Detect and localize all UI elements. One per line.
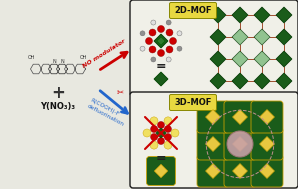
FancyBboxPatch shape (147, 157, 176, 185)
FancyBboxPatch shape (224, 101, 256, 133)
Polygon shape (210, 7, 226, 23)
Text: N: N (60, 59, 64, 64)
FancyBboxPatch shape (224, 155, 256, 187)
FancyBboxPatch shape (130, 92, 298, 188)
Text: =: = (156, 60, 166, 74)
Polygon shape (154, 72, 168, 86)
Polygon shape (210, 29, 226, 45)
FancyBboxPatch shape (197, 128, 229, 160)
Polygon shape (154, 164, 168, 178)
Circle shape (151, 57, 156, 62)
Circle shape (150, 117, 158, 125)
Circle shape (177, 46, 182, 51)
Circle shape (151, 20, 156, 25)
Text: Y(NO₃)₃: Y(NO₃)₃ (41, 102, 75, 112)
Circle shape (164, 125, 171, 132)
Circle shape (170, 37, 176, 44)
Circle shape (227, 131, 253, 157)
Polygon shape (232, 7, 248, 23)
Polygon shape (232, 109, 248, 125)
FancyBboxPatch shape (197, 155, 229, 187)
Polygon shape (156, 128, 166, 138)
Circle shape (143, 129, 151, 137)
Circle shape (166, 29, 173, 36)
Polygon shape (254, 73, 270, 89)
Circle shape (150, 141, 158, 149)
Circle shape (158, 26, 164, 33)
Text: =: = (156, 153, 166, 166)
Text: 2D-MOF: 2D-MOF (174, 6, 212, 15)
Polygon shape (276, 7, 292, 23)
Polygon shape (154, 34, 168, 48)
Circle shape (164, 133, 171, 140)
FancyBboxPatch shape (170, 94, 217, 111)
Polygon shape (276, 73, 292, 89)
Circle shape (149, 29, 156, 36)
Text: defluorination: defluorination (86, 103, 124, 127)
FancyBboxPatch shape (224, 128, 256, 160)
Polygon shape (260, 136, 274, 152)
Circle shape (140, 31, 145, 36)
Circle shape (150, 125, 158, 132)
Polygon shape (232, 163, 248, 178)
Polygon shape (232, 73, 248, 89)
FancyBboxPatch shape (251, 128, 283, 160)
Polygon shape (206, 136, 221, 152)
Circle shape (149, 46, 156, 53)
Polygon shape (210, 51, 226, 67)
Circle shape (171, 129, 179, 137)
Polygon shape (157, 37, 165, 45)
Text: N: N (52, 59, 56, 64)
Polygon shape (260, 163, 274, 178)
Circle shape (145, 37, 153, 44)
Circle shape (166, 57, 171, 62)
Circle shape (158, 138, 164, 145)
Polygon shape (206, 163, 221, 178)
Text: OH: OH (80, 55, 88, 60)
FancyBboxPatch shape (251, 155, 283, 187)
Polygon shape (276, 29, 292, 45)
Circle shape (164, 117, 172, 125)
Polygon shape (232, 51, 248, 67)
Circle shape (177, 31, 182, 36)
Circle shape (166, 46, 173, 53)
FancyBboxPatch shape (170, 2, 217, 19)
Polygon shape (206, 109, 221, 125)
Circle shape (164, 141, 172, 149)
Polygon shape (276, 51, 292, 67)
Circle shape (150, 133, 158, 140)
Text: NO modulator: NO modulator (82, 39, 126, 69)
Circle shape (158, 50, 164, 57)
Text: R(COOH)-F: R(COOH)-F (90, 97, 120, 117)
Polygon shape (254, 7, 270, 23)
Text: OH: OH (28, 55, 36, 60)
Polygon shape (254, 51, 270, 67)
Text: +: + (51, 84, 65, 102)
Circle shape (166, 20, 171, 25)
Polygon shape (232, 29, 248, 45)
FancyBboxPatch shape (251, 101, 283, 133)
Polygon shape (210, 73, 226, 89)
Circle shape (140, 46, 145, 51)
Text: ✂: ✂ (117, 88, 123, 97)
Circle shape (158, 122, 164, 129)
Polygon shape (254, 29, 270, 45)
FancyBboxPatch shape (197, 101, 229, 133)
FancyBboxPatch shape (130, 0, 298, 96)
Polygon shape (232, 136, 248, 152)
Polygon shape (260, 109, 274, 125)
Text: 3D-MOF: 3D-MOF (174, 98, 212, 107)
